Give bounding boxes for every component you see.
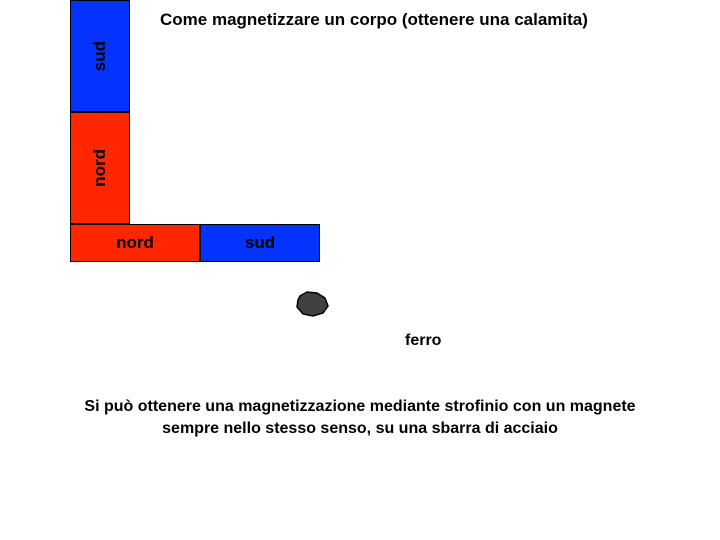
vertical-magnet-nord: nord [70, 112, 130, 224]
horizontal-magnet-sud: sud [200, 224, 320, 262]
ferro-icon [295, 290, 330, 318]
caption-line-1: Si può ottenere una magnetizzazione medi… [84, 398, 635, 415]
horizontal-magnet-nord: nord [70, 224, 200, 262]
caption-text: Si può ottenere una magnetizzazione medi… [0, 396, 720, 441]
page-title: Come magnetizzare un corpo (ottenere una… [160, 10, 588, 30]
vertical-magnet-sud: sud [70, 0, 130, 112]
vertical-magnet-sud-label: sud [90, 41, 110, 71]
horizontal-magnet-nord-label: nord [116, 233, 154, 253]
caption-line-2: sempre nello stesso senso, su una sbarra… [162, 420, 558, 437]
horizontal-magnet-sud-label: sud [245, 233, 275, 253]
vertical-magnet-nord-label: nord [90, 149, 110, 187]
ferro-label: ferro [405, 332, 441, 350]
